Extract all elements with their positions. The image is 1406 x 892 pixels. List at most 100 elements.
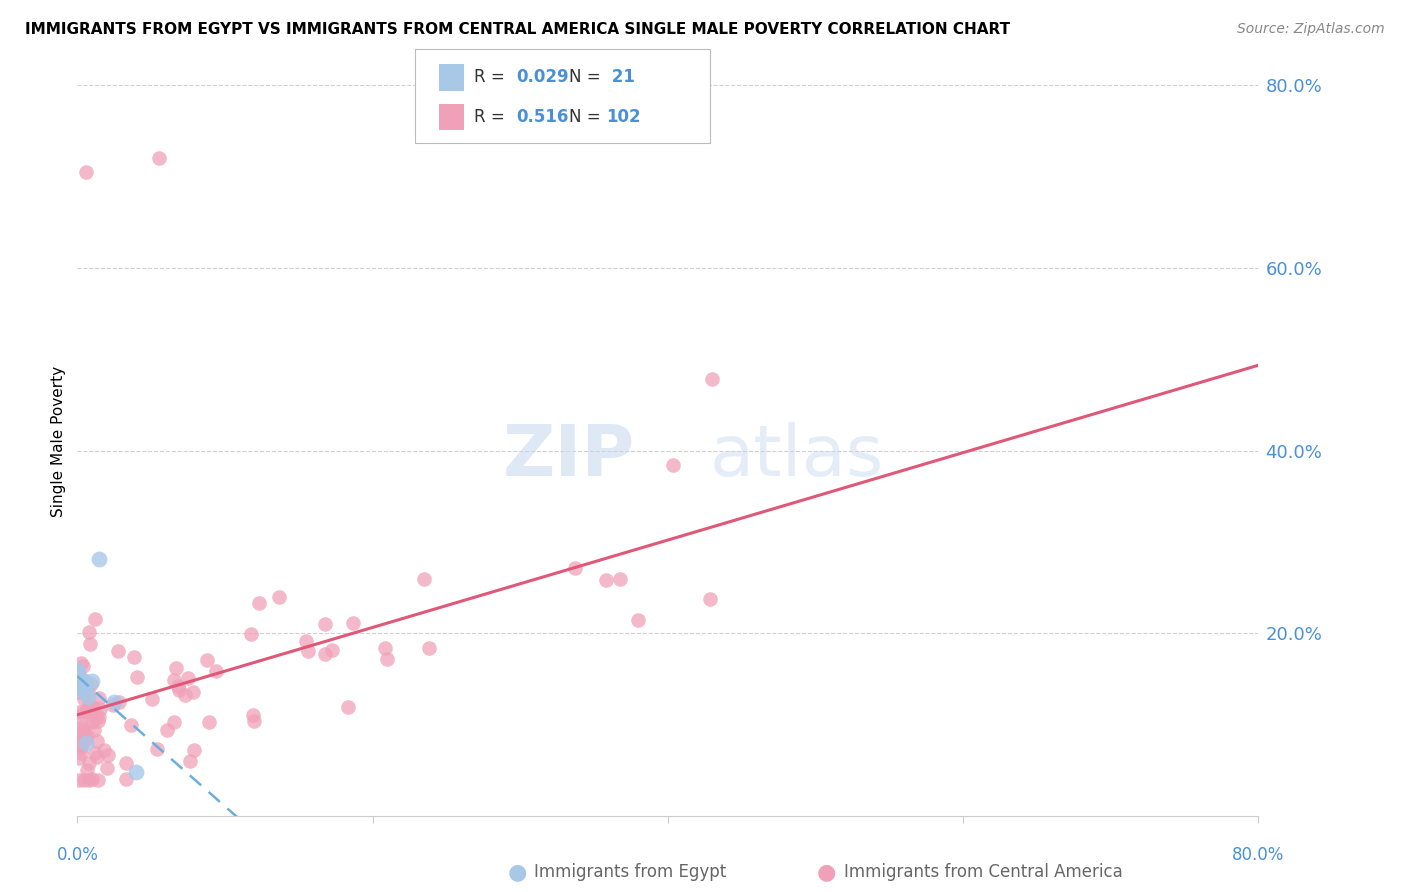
Point	[82, 673, 104, 688]
Point	[162, 673, 184, 687]
Point	[93, 743, 115, 757]
Point	[70, 673, 93, 688]
Text: 102: 102	[606, 108, 641, 126]
Point	[83, 747, 105, 761]
Point	[165, 661, 187, 675]
Point	[627, 613, 650, 627]
Point	[247, 596, 270, 610]
Point	[84, 612, 107, 626]
Point	[699, 592, 721, 607]
Point	[125, 765, 148, 780]
Point	[75, 165, 97, 179]
Point	[82, 715, 104, 730]
Point	[167, 683, 190, 698]
Point	[70, 723, 93, 738]
Point	[181, 685, 204, 699]
Point	[125, 670, 148, 684]
Point	[67, 685, 90, 699]
Point	[243, 714, 266, 728]
Point	[76, 764, 98, 778]
Text: IMMIGRANTS FROM EGYPT VS IMMIGRANTS FROM CENTRAL AMERICA SINGLE MALE POVERTY COR: IMMIGRANTS FROM EGYPT VS IMMIGRANTS FROM…	[25, 22, 1011, 37]
Point	[595, 573, 617, 587]
Point	[73, 692, 96, 706]
Point	[267, 590, 290, 604]
Point	[197, 714, 219, 729]
Point	[87, 772, 110, 787]
Point	[174, 688, 197, 702]
Point	[75, 733, 97, 747]
Point	[70, 740, 93, 755]
Text: N =: N =	[569, 69, 606, 87]
Text: ●: ●	[508, 863, 527, 882]
Point	[177, 671, 200, 685]
Point	[115, 772, 138, 786]
Point	[72, 676, 94, 690]
Text: atlas: atlas	[709, 422, 883, 491]
Point	[73, 732, 96, 747]
Point	[141, 691, 163, 706]
Point	[107, 644, 129, 658]
Point	[77, 698, 100, 713]
Point	[79, 637, 101, 651]
Point	[73, 706, 96, 720]
Text: ZIP: ZIP	[502, 422, 634, 491]
Point	[73, 683, 96, 698]
Point	[69, 738, 91, 752]
Point	[89, 551, 111, 566]
Point	[80, 704, 103, 718]
Point	[70, 680, 93, 694]
Point	[183, 743, 205, 757]
Point	[163, 714, 186, 729]
Text: R =: R =	[474, 108, 510, 126]
Point	[70, 720, 93, 734]
Point	[77, 624, 100, 639]
Point	[156, 723, 179, 738]
Point	[314, 616, 336, 631]
Point	[73, 679, 96, 693]
Point	[239, 627, 262, 641]
Point	[86, 733, 108, 747]
Point	[205, 664, 228, 678]
Point	[79, 677, 101, 691]
Text: Immigrants from Egypt: Immigrants from Egypt	[534, 863, 727, 881]
Point	[146, 741, 169, 756]
Point	[84, 709, 107, 723]
Point	[66, 670, 89, 684]
Point	[67, 772, 90, 787]
Point	[66, 663, 89, 677]
Point	[96, 761, 118, 775]
Point	[702, 372, 724, 386]
Point	[412, 572, 434, 586]
Point	[66, 683, 89, 698]
Point	[242, 708, 264, 723]
Point	[69, 672, 91, 686]
Point	[77, 684, 100, 698]
Point	[69, 676, 91, 690]
Point	[166, 679, 188, 693]
Point	[337, 699, 360, 714]
Text: N =: N =	[569, 108, 606, 126]
Point	[76, 703, 98, 717]
Point	[70, 677, 93, 691]
Point	[120, 718, 142, 732]
Point	[76, 690, 98, 705]
Text: ●: ●	[817, 863, 837, 882]
Point	[79, 699, 101, 714]
Point	[73, 724, 96, 739]
Point	[87, 714, 110, 728]
Point	[67, 750, 90, 764]
Point	[66, 739, 89, 754]
Point	[564, 560, 586, 574]
Point	[69, 670, 91, 684]
Point	[73, 673, 96, 688]
Point	[82, 700, 104, 714]
Point	[66, 673, 89, 688]
Point	[70, 731, 93, 745]
Point	[97, 747, 120, 762]
Text: Immigrants from Central America: Immigrants from Central America	[844, 863, 1122, 881]
Point	[103, 695, 125, 709]
Point	[107, 695, 129, 709]
Text: 0.0%: 0.0%	[56, 847, 98, 864]
Point	[72, 658, 94, 673]
Point	[179, 754, 201, 768]
